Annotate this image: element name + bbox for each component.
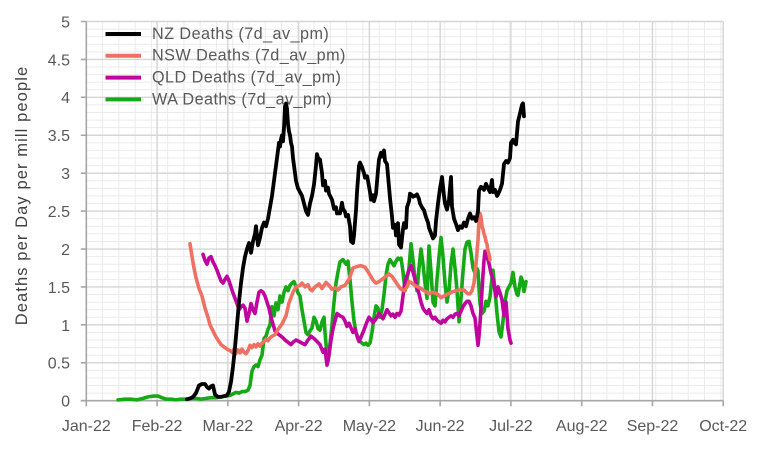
svg-text:3.5: 3.5 bbox=[48, 128, 70, 145]
svg-text:2.5: 2.5 bbox=[48, 204, 70, 221]
svg-text:3: 3 bbox=[61, 166, 70, 183]
svg-text:NSW Deaths (7d_av_pm): NSW Deaths (7d_av_pm) bbox=[152, 47, 346, 65]
svg-text:Deaths per Day per mill people: Deaths per Day per mill people bbox=[13, 66, 31, 326]
svg-text:Jul-22: Jul-22 bbox=[489, 418, 533, 435]
svg-text:Feb-22: Feb-22 bbox=[132, 418, 183, 435]
svg-text:NZ Deaths (7d_av_pm): NZ Deaths (7d_av_pm) bbox=[152, 25, 329, 43]
svg-text:Sep-22: Sep-22 bbox=[627, 418, 679, 435]
svg-text:QLD Deaths (7d_av_pm): QLD Deaths (7d_av_pm) bbox=[152, 69, 341, 87]
svg-text:Jun-22: Jun-22 bbox=[416, 418, 465, 435]
svg-text:2: 2 bbox=[61, 242, 70, 259]
svg-text:Apr-22: Apr-22 bbox=[275, 418, 323, 435]
svg-text:Mar-22: Mar-22 bbox=[202, 418, 253, 435]
svg-text:WA Deaths (7d_av_pm): WA Deaths (7d_av_pm) bbox=[152, 90, 332, 108]
svg-text:May-22: May-22 bbox=[343, 418, 396, 435]
svg-text:5: 5 bbox=[61, 14, 70, 31]
svg-text:4: 4 bbox=[61, 90, 70, 107]
svg-text:1.5: 1.5 bbox=[48, 280, 70, 297]
svg-text:Oct-22: Oct-22 bbox=[699, 418, 747, 435]
svg-text:Jan-22: Jan-22 bbox=[62, 418, 111, 435]
svg-text:0: 0 bbox=[61, 394, 70, 411]
svg-text:Aug-22: Aug-22 bbox=[556, 418, 608, 435]
svg-text:4.5: 4.5 bbox=[48, 52, 70, 69]
svg-text:1: 1 bbox=[61, 318, 70, 335]
svg-text:0.5: 0.5 bbox=[48, 356, 70, 373]
